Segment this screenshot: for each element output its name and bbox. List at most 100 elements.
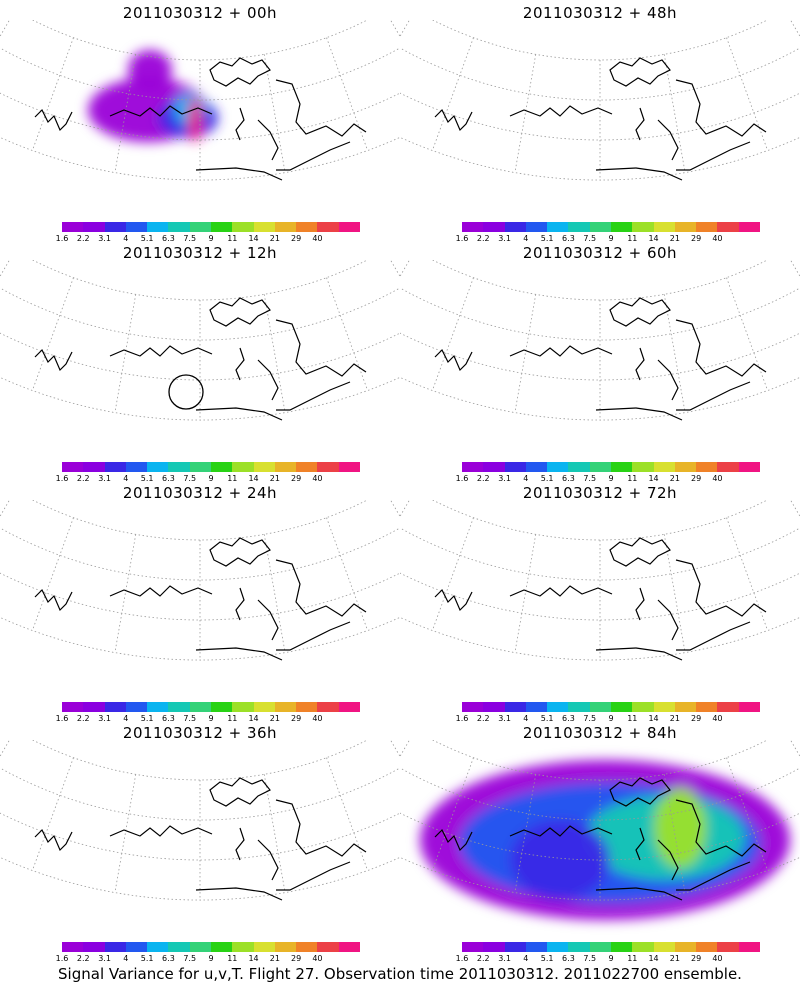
colorbar-swatch <box>296 702 318 712</box>
colorbar-swatch <box>717 222 739 232</box>
colorbar-tick-label: 21 <box>269 474 280 483</box>
colorbar-tick-label: 1.6 <box>455 234 469 243</box>
figure-caption: Signal Variance for u,v,T. Flight 27. Ob… <box>58 965 742 983</box>
colorbar-tick-label: 6.3 <box>162 714 175 723</box>
colorbar-swatch <box>189 942 211 952</box>
colorbar-swatch <box>147 462 169 472</box>
colorbar-tick-label: 6.3 <box>562 714 575 723</box>
panel-title: 2011030312 + 36h <box>122 724 278 742</box>
colorbar-swatch <box>738 222 760 232</box>
colorbar-swatch <box>483 702 505 712</box>
colorbar-swatch <box>589 462 611 472</box>
colorbar-tick-label: 2.2 <box>476 714 490 723</box>
panel-title: 2011030312 + 84h <box>522 724 678 742</box>
colorbar-swatch <box>104 462 126 472</box>
colorbar-tick-label: 14 <box>248 234 259 243</box>
colorbar-swatch <box>717 942 739 952</box>
colorbar-swatch <box>547 942 569 952</box>
colorbar-swatch <box>504 702 526 712</box>
colorbar-tick-label: 40 <box>712 234 723 243</box>
colorbar-swatch <box>610 462 633 472</box>
colorbar-swatch <box>483 222 505 232</box>
colorbar-swatch <box>338 942 360 952</box>
colorbar-tick-label: 3.1 <box>498 234 511 243</box>
colorbar-swatch <box>674 462 697 472</box>
colorbar-tick-label: 5.1 <box>140 474 154 483</box>
colorbar-swatch <box>83 702 105 712</box>
colorbar-tick-label: 9 <box>608 474 614 483</box>
colorbar-tick-label: 14 <box>648 954 659 963</box>
colorbar-tick-label: 1.6 <box>455 474 469 483</box>
colorbar-tick-label: 1.6 <box>55 714 69 723</box>
colorbar <box>62 462 360 472</box>
colorbar-ticks: 1.6 2.2 3.1 4 5.1 6.3 7.5 9 11 14 21 29 40 <box>46 234 376 244</box>
signal-field <box>420 760 790 920</box>
colorbar-tick-label: 1.6 <box>55 234 69 243</box>
colorbar-tick-label: 6.3 <box>562 474 575 483</box>
colorbar-swatch <box>189 462 211 472</box>
colorbar-tick-label: 7.5 <box>583 474 597 483</box>
observation-region-circle <box>168 374 204 410</box>
panel-title: 2011030312 + 60h <box>522 244 678 262</box>
graticule <box>400 260 800 421</box>
colorbar-tick-label: 40 <box>712 474 723 483</box>
colorbar <box>462 942 760 952</box>
colorbar-tick-label: 29 <box>291 714 302 723</box>
colorbar-tick-label: 7.5 <box>583 714 597 723</box>
colorbar-tick-label: 29 <box>291 234 302 243</box>
colorbar-swatch <box>462 942 484 952</box>
map-plot <box>0 260 400 421</box>
colorbar-tick-label: 9 <box>608 234 614 243</box>
colorbar-swatch <box>210 222 233 232</box>
graticule <box>0 500 400 661</box>
colorbar-swatch <box>62 462 84 472</box>
colorbar-tick-label: 4 <box>123 474 129 483</box>
colorbar-swatch <box>504 942 526 952</box>
colorbar-ticks: 1.6 2.2 3.1 4 5.1 6.3 7.5 9 11 14 21 29 40 <box>446 714 776 724</box>
colorbar-tick-label: 2.2 <box>76 954 90 963</box>
colorbar-swatch <box>104 942 126 952</box>
colorbar-swatch <box>232 702 254 712</box>
colorbar-tick-label: 11 <box>227 234 238 243</box>
colorbar-swatch <box>547 222 569 232</box>
colorbar-tick-label: 40 <box>312 474 323 483</box>
signal-field <box>88 50 218 142</box>
colorbar-swatch <box>317 942 339 952</box>
colorbar-tick-label: 5.1 <box>540 954 554 963</box>
colorbar-swatch <box>483 942 505 952</box>
colorbar-tick-label: 14 <box>248 714 259 723</box>
signal-contour <box>510 820 610 900</box>
colorbar-tick-label: 4 <box>123 234 129 243</box>
panel-title: 2011030312 + 00h <box>122 4 278 22</box>
colorbar-swatch <box>147 702 169 712</box>
colorbar-swatch <box>210 702 233 712</box>
colorbar-tick-label: 21 <box>269 714 280 723</box>
colorbar-swatch <box>610 702 633 712</box>
colorbar-tick-label: 40 <box>312 954 323 963</box>
colorbar-ticks: 1.6 2.2 3.1 4 5.1 6.3 7.5 9 11 14 21 29 40 <box>446 474 776 484</box>
colorbar-swatch <box>338 222 360 232</box>
colorbar-swatch <box>232 462 254 472</box>
colorbar-swatch <box>168 222 190 232</box>
colorbar-swatch <box>125 222 148 232</box>
map-plot <box>400 20 800 181</box>
colorbar-tick-label: 7.5 <box>183 474 197 483</box>
colorbar-swatch <box>504 222 526 232</box>
colorbar-tick-label: 7.5 <box>183 954 197 963</box>
colorbar-tick-label: 6.3 <box>162 474 175 483</box>
colorbar-swatch <box>317 702 339 712</box>
colorbar-swatch <box>696 462 718 472</box>
colorbar-swatch <box>232 222 254 232</box>
colorbar-swatch <box>525 222 548 232</box>
forecast-panel: 2011030312 + 12h 1.6 2.2 3.1 4 5.1 6.3 7.5 9 11 14… <box>0 240 400 483</box>
colorbar-swatch <box>525 942 548 952</box>
colorbar-tick-label: 4 <box>523 714 529 723</box>
colorbar-swatch <box>589 942 611 952</box>
colorbar-swatch <box>674 222 697 232</box>
colorbar-tick-label: 11 <box>627 954 638 963</box>
colorbar-swatch <box>568 462 590 472</box>
colorbar-tick-label: 29 <box>691 714 702 723</box>
colorbar <box>462 702 760 712</box>
colorbar-tick-label: 29 <box>691 474 702 483</box>
colorbar-swatch <box>653 702 675 712</box>
